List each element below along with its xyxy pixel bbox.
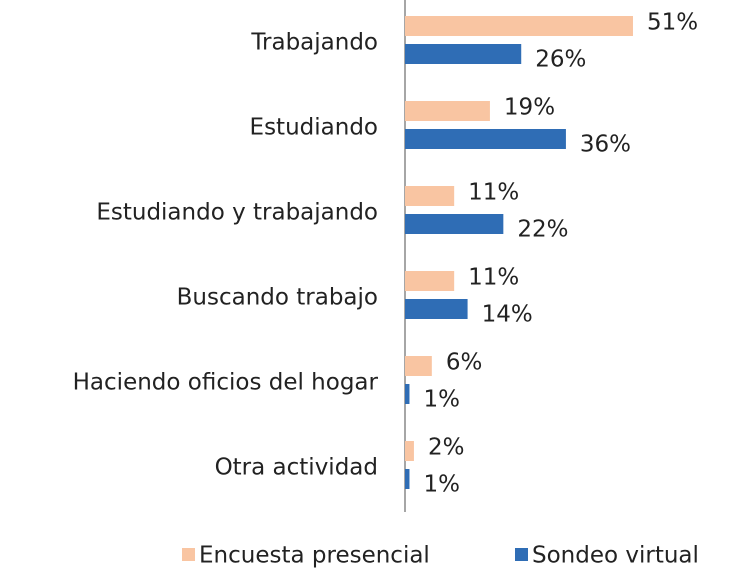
value-label: 11% bbox=[468, 180, 519, 206]
bar bbox=[405, 356, 432, 376]
value-label: 1% bbox=[423, 472, 460, 498]
bar bbox=[405, 16, 633, 36]
value-label: 19% bbox=[504, 95, 555, 121]
bar bbox=[405, 186, 455, 206]
legend-swatch bbox=[182, 548, 195, 561]
bar bbox=[405, 441, 414, 461]
bar bbox=[405, 129, 566, 149]
value-label: 36% bbox=[580, 132, 631, 158]
category-label: Estudiando y trabajando bbox=[96, 200, 378, 226]
bar bbox=[405, 384, 410, 404]
legend-label: Sondeo virtual bbox=[532, 543, 699, 569]
category-label: Trabajando bbox=[250, 30, 378, 56]
legend-label: Encuesta presencial bbox=[199, 543, 430, 569]
value-label: 26% bbox=[535, 47, 586, 73]
bar bbox=[405, 469, 410, 489]
category-label: Haciendo oficios del hogar bbox=[73, 370, 379, 396]
value-label: 1% bbox=[423, 387, 460, 413]
value-label: 14% bbox=[482, 302, 533, 328]
bar bbox=[405, 271, 455, 291]
bar bbox=[405, 101, 490, 121]
legend-swatch bbox=[515, 548, 528, 561]
value-label: 22% bbox=[517, 217, 568, 243]
value-label: 6% bbox=[446, 350, 483, 376]
category-label: Otra actividad bbox=[215, 455, 378, 481]
category-label: Buscando trabajo bbox=[177, 285, 378, 311]
value-label: 11% bbox=[468, 265, 519, 291]
value-label: 2% bbox=[428, 435, 465, 461]
bar bbox=[405, 299, 468, 319]
value-label: 51% bbox=[647, 10, 698, 36]
category-label: Estudiando bbox=[250, 115, 378, 141]
bar bbox=[405, 214, 504, 234]
bar bbox=[405, 44, 522, 64]
